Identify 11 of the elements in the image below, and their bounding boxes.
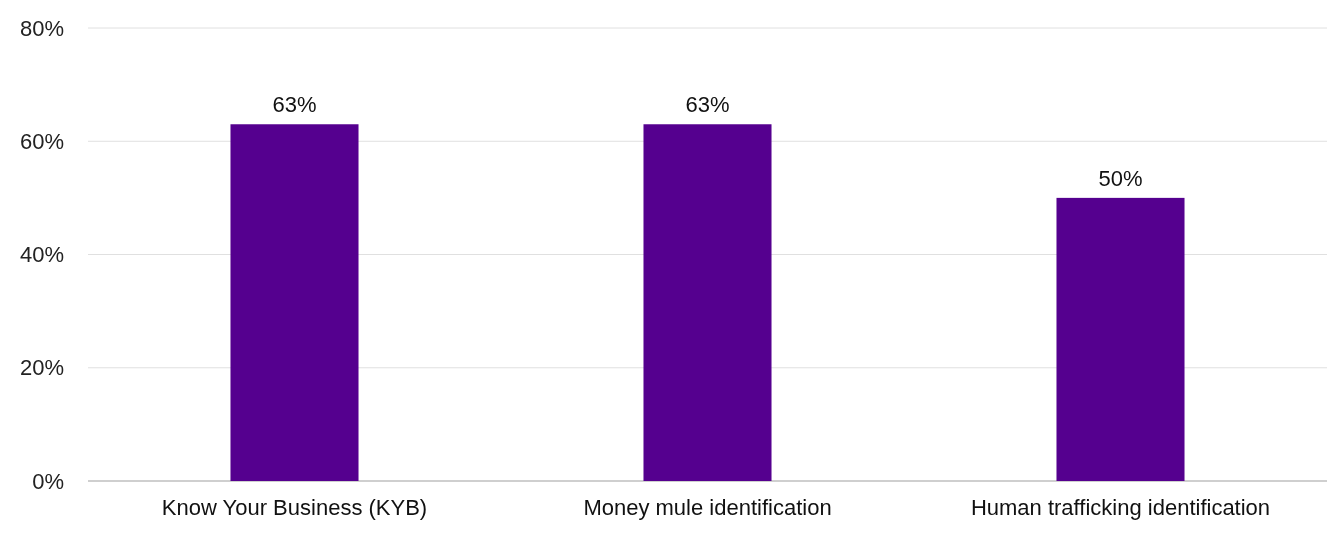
x-tick-label: Money mule identification [583, 495, 832, 520]
y-tick-label: 80% [19, 15, 64, 41]
data-label: 63% [685, 92, 730, 118]
data-label: 63% [272, 92, 317, 118]
x-tick-label: Know Your Business (KYB) [161, 495, 428, 520]
y-tick-label: 20% [19, 355, 64, 381]
data-label: 50% [1098, 165, 1143, 191]
y-tick-label: 40% [19, 242, 64, 268]
y-tick-label: 0% [32, 468, 64, 494]
y-tick-label: 60% [19, 128, 64, 154]
x-tick-label: Human trafficking identification [970, 495, 1271, 520]
